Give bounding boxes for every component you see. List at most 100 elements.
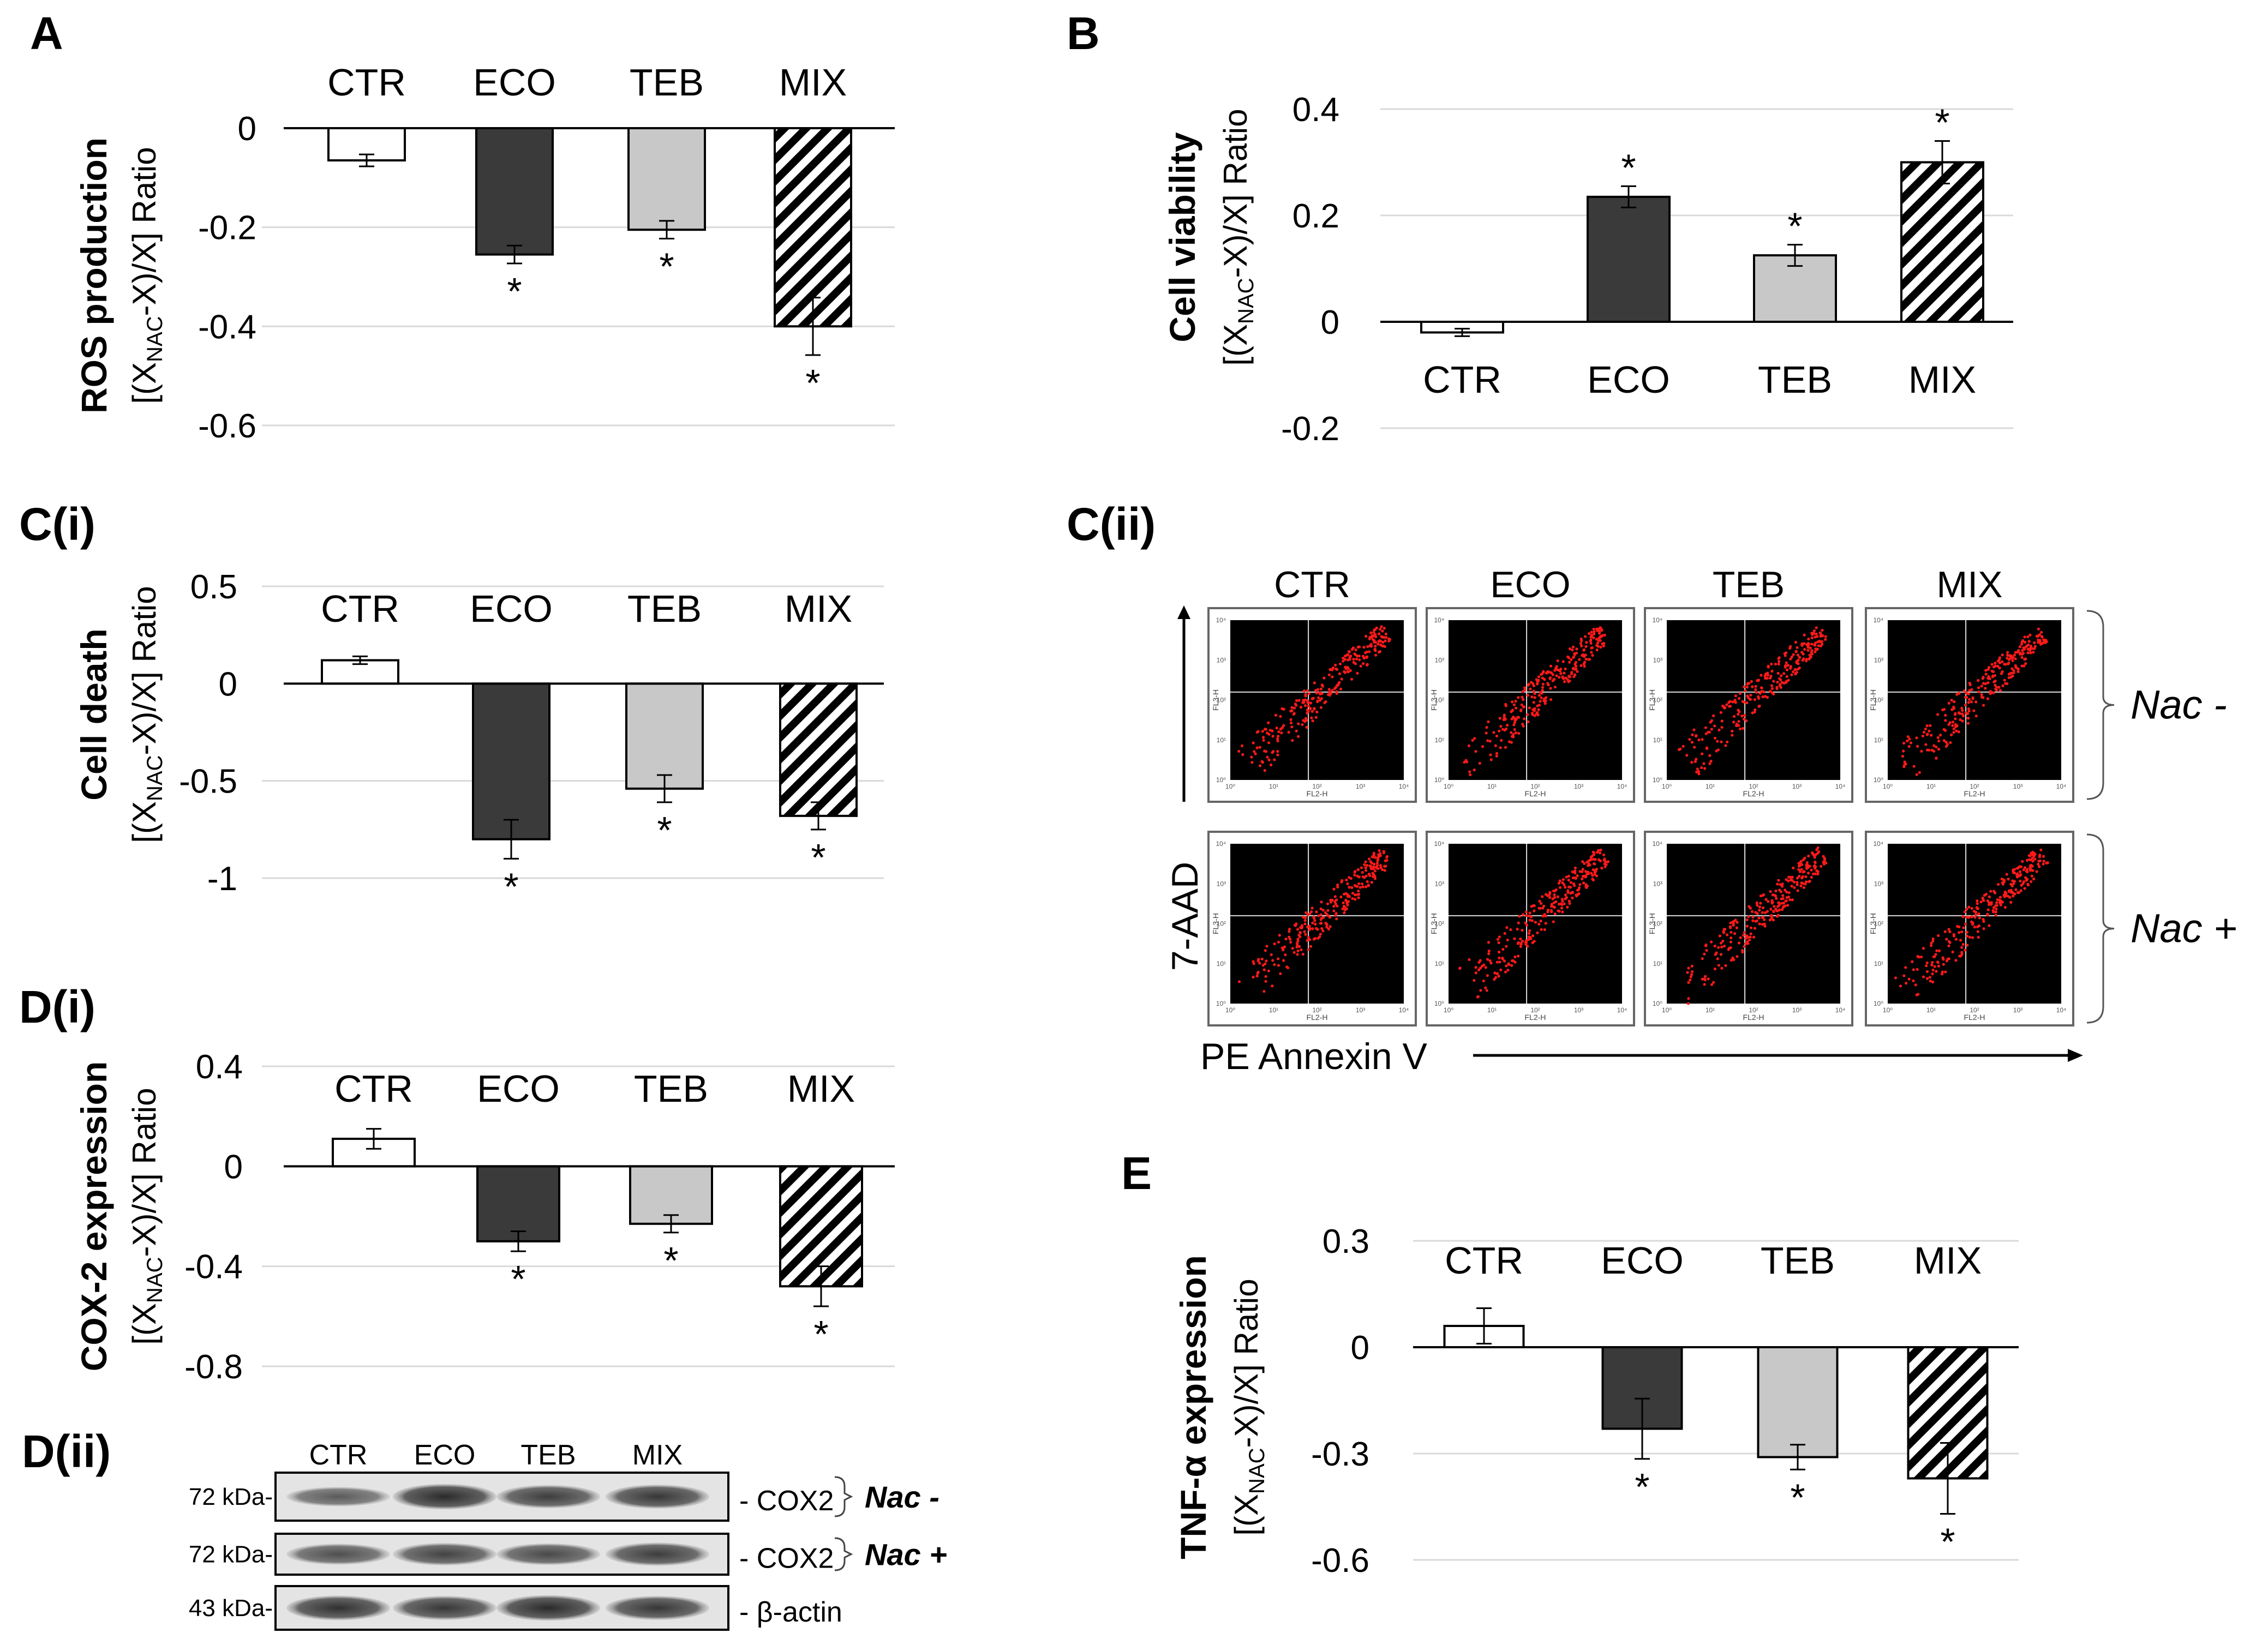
flow-tick: 10² <box>1435 920 1444 928</box>
significance-star: * <box>659 245 674 288</box>
y-tick-label: -0.4 <box>198 308 256 346</box>
blot-band <box>606 1485 709 1509</box>
flow-tick: 10² <box>1970 783 1979 790</box>
y-axis-label: ROS production <box>74 137 114 413</box>
significance-star: * <box>1787 205 1802 248</box>
flow-tick: 10⁰ <box>1874 1000 1883 1007</box>
blot-band <box>286 1487 390 1506</box>
flow-tick: 10⁰ <box>1662 1006 1672 1014</box>
blot-band <box>286 1544 390 1565</box>
bar-mix <box>779 682 858 817</box>
y-tick-label: 0.5 <box>190 568 237 606</box>
error-bar <box>507 244 522 265</box>
flow-tick: 10³ <box>1792 1006 1802 1014</box>
flow-plot-xlabel: FL2-H <box>1743 1013 1764 1022</box>
flow-plot-xlabel: FL2-H <box>1307 1013 1328 1022</box>
y-tick-label: 0.3 <box>1322 1223 1369 1260</box>
bar-teb <box>629 1165 713 1225</box>
flow-events <box>1463 626 1606 777</box>
flow-tick: 10¹ <box>1874 960 1883 968</box>
flow-tick: 10⁴ <box>1873 616 1883 624</box>
flow-tick: 10¹ <box>1269 783 1278 790</box>
error-bar <box>805 297 821 356</box>
flow-tick: 10⁴ <box>1652 840 1662 848</box>
flow-tick: 10³ <box>1356 783 1365 790</box>
blot-lane-label: ECO <box>414 1439 476 1471</box>
flow-plot-ylabel: FL3-H <box>1648 913 1656 934</box>
blot-band <box>393 1484 496 1510</box>
flow-tick: 10² <box>1653 697 1662 704</box>
bar-teb <box>625 682 704 790</box>
flow-plot-ylabel: FL3-H <box>1648 689 1656 711</box>
y-tick-label: 0 <box>1321 304 1339 341</box>
flow-tick: 10³ <box>1217 656 1226 664</box>
y-axis-label: Cell viability <box>1162 132 1202 342</box>
flow-tick: 10³ <box>1356 1006 1365 1014</box>
error-bar <box>1476 1307 1492 1344</box>
category-label: CTR <box>321 587 399 630</box>
flow-plot-xlabel: FL2-H <box>1964 1013 1985 1022</box>
flow-plot-xlabel: FL2-H <box>1307 789 1328 798</box>
panel-label: C(ii) <box>1067 499 1156 550</box>
flow-plot-xlabel: FL2-H <box>1964 789 1985 798</box>
y-axis-label: 7-AAD <box>1164 862 1206 971</box>
flow-tick: 10¹ <box>1926 783 1936 790</box>
flow-tick: 10⁴ <box>1652 616 1662 624</box>
panel-label: A <box>30 8 63 59</box>
error-bar <box>1935 140 1950 184</box>
flow-tick: 10² <box>1312 783 1321 790</box>
flow-tick: 10⁴ <box>1216 840 1226 848</box>
blot-lane-label: TEB <box>520 1439 576 1471</box>
flow-tick: 10⁰ <box>1662 783 1672 790</box>
y-axis-sublabel: [(XNAC-X)/X] Ratio <box>1217 109 1258 365</box>
flow-tick: 10² <box>1530 1006 1540 1014</box>
flow-cytometry-panel: C(ii)CTR ECO TEB MIXFL2-HFL3-H10⁰10⁰10¹10¹1… <box>1067 499 2237 1077</box>
flow-plot-ylabel: FL3-H <box>1869 689 1877 711</box>
y-tick-label: -0.6 <box>198 407 256 445</box>
flow-tick: 10⁴ <box>1835 1006 1846 1014</box>
chart-B: B 0.4 0.2 0 -0.2 CTR * ECO * TEB * MIX Cell viabilit… <box>1067 8 2013 448</box>
flow-tick: 10² <box>1970 1006 1979 1014</box>
flow-events <box>1237 849 1389 993</box>
flow-tick: 10² <box>1530 783 1540 790</box>
flow-plot-xlabel: FL2-H <box>1525 789 1546 798</box>
flow-tick: 10⁰ <box>1444 1006 1453 1014</box>
flow-tick: 10⁴ <box>1434 840 1444 848</box>
flow-tick: 10³ <box>1574 1006 1583 1014</box>
error-bar <box>1635 1397 1650 1460</box>
blot-protein-label: - β-actin <box>739 1596 842 1628</box>
category-label: MIX <box>1908 358 1976 401</box>
error-bar <box>366 1128 381 1150</box>
category-label: TEB <box>1758 358 1832 401</box>
significance-star: * <box>504 865 518 908</box>
flow-tick: 10⁰ <box>1653 776 1662 784</box>
flow-tick: 10³ <box>1653 656 1662 664</box>
flow-tick: 10² <box>1653 920 1662 928</box>
bar-mix <box>774 127 852 328</box>
y-axis-label: TNF-α expression <box>1173 1255 1213 1559</box>
flow-tick: 10⁰ <box>1883 1006 1893 1014</box>
flow-tick: 10¹ <box>1217 960 1226 968</box>
flow-tick: 10⁴ <box>2056 1006 2067 1014</box>
category-label: TEB <box>1761 1239 1835 1282</box>
flow-tick: 10⁰ <box>1874 776 1883 784</box>
blot-protein-label: - COX2 <box>739 1485 834 1517</box>
blot-band <box>606 1596 709 1620</box>
flow-tick: 10¹ <box>1435 960 1444 968</box>
error-bar <box>1455 328 1470 337</box>
flow-tick: 10² <box>1874 920 1883 928</box>
flow-plot-xlabel: FL2-H <box>1743 789 1764 798</box>
significance-star: * <box>811 836 825 879</box>
flow-tick: 10³ <box>1435 656 1444 664</box>
significance-star: * <box>805 362 820 404</box>
flow-column-label: CTR <box>1274 564 1350 605</box>
flow-tick: 10¹ <box>1653 960 1662 968</box>
flow-tick: 10⁰ <box>1225 1006 1235 1014</box>
significance-star: * <box>813 1313 828 1355</box>
